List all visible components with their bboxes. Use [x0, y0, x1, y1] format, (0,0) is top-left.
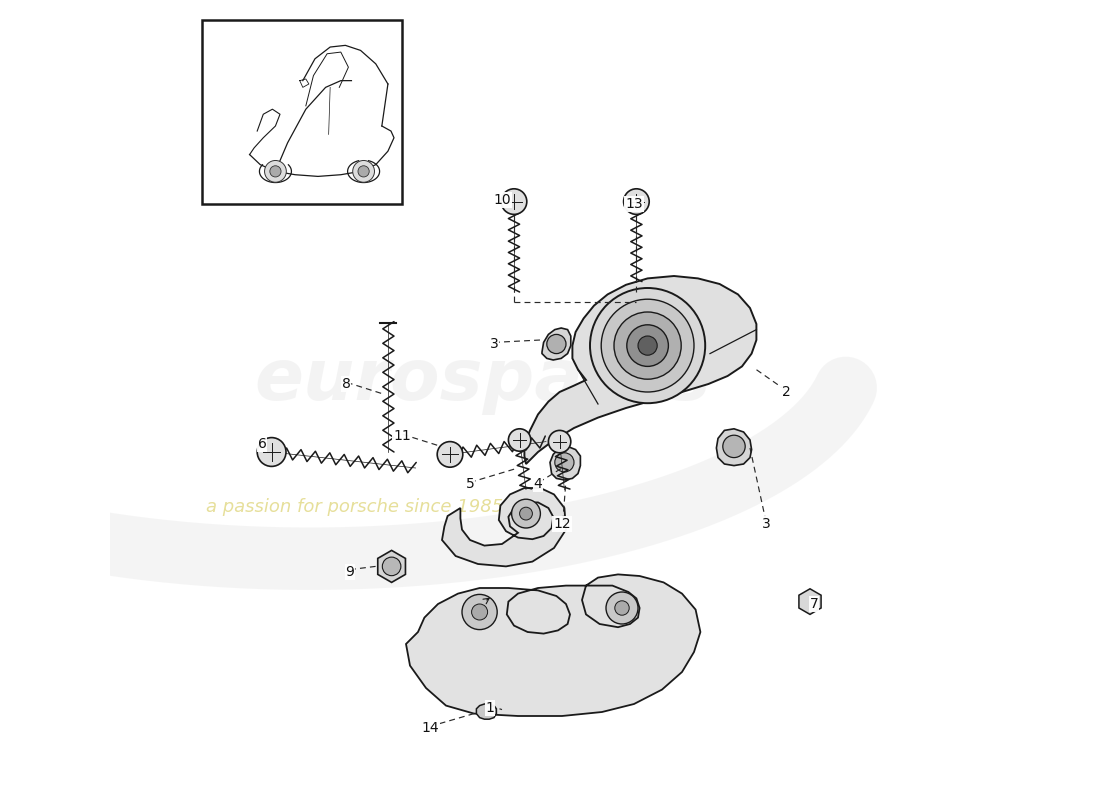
Circle shape: [614, 312, 681, 379]
Circle shape: [606, 592, 638, 624]
Circle shape: [512, 499, 540, 528]
Text: 7: 7: [810, 597, 818, 611]
Circle shape: [437, 442, 463, 467]
Circle shape: [549, 430, 571, 453]
Circle shape: [358, 166, 370, 177]
Text: 9: 9: [345, 565, 354, 579]
Circle shape: [638, 336, 657, 355]
Circle shape: [353, 161, 374, 182]
Text: a passion for porsche since 1985: a passion for porsche since 1985: [206, 498, 504, 516]
Polygon shape: [377, 550, 406, 582]
Circle shape: [590, 288, 705, 403]
Text: eurospares: eurospares: [254, 346, 711, 415]
Text: 2: 2: [782, 385, 791, 399]
Circle shape: [547, 334, 567, 354]
Text: 1: 1: [485, 701, 494, 715]
Text: 6: 6: [257, 437, 266, 451]
Circle shape: [270, 166, 280, 177]
Polygon shape: [476, 704, 496, 719]
Text: 5: 5: [465, 477, 474, 491]
Polygon shape: [799, 589, 821, 614]
Circle shape: [502, 189, 527, 214]
Circle shape: [615, 601, 629, 615]
Circle shape: [462, 594, 497, 630]
Text: 10: 10: [493, 193, 510, 207]
Circle shape: [519, 507, 532, 520]
Circle shape: [383, 557, 400, 576]
Text: 3: 3: [490, 337, 498, 351]
Polygon shape: [525, 276, 757, 464]
Polygon shape: [406, 574, 701, 716]
Polygon shape: [550, 446, 581, 480]
Text: 13: 13: [625, 197, 642, 211]
Circle shape: [257, 438, 286, 466]
Polygon shape: [442, 488, 566, 566]
Text: 3: 3: [761, 517, 770, 531]
Circle shape: [602, 299, 694, 392]
Polygon shape: [716, 429, 751, 466]
Bar: [202, 20, 402, 204]
Circle shape: [508, 429, 531, 451]
Text: 12: 12: [553, 517, 571, 531]
Text: 11: 11: [393, 429, 411, 443]
Text: 14: 14: [421, 721, 439, 735]
Circle shape: [265, 161, 286, 182]
Text: 8: 8: [342, 377, 351, 391]
Circle shape: [472, 604, 487, 620]
Circle shape: [723, 435, 745, 458]
Circle shape: [627, 325, 669, 366]
Text: 4: 4: [534, 477, 542, 491]
Circle shape: [554, 453, 574, 472]
Circle shape: [624, 189, 649, 214]
Polygon shape: [542, 328, 571, 360]
